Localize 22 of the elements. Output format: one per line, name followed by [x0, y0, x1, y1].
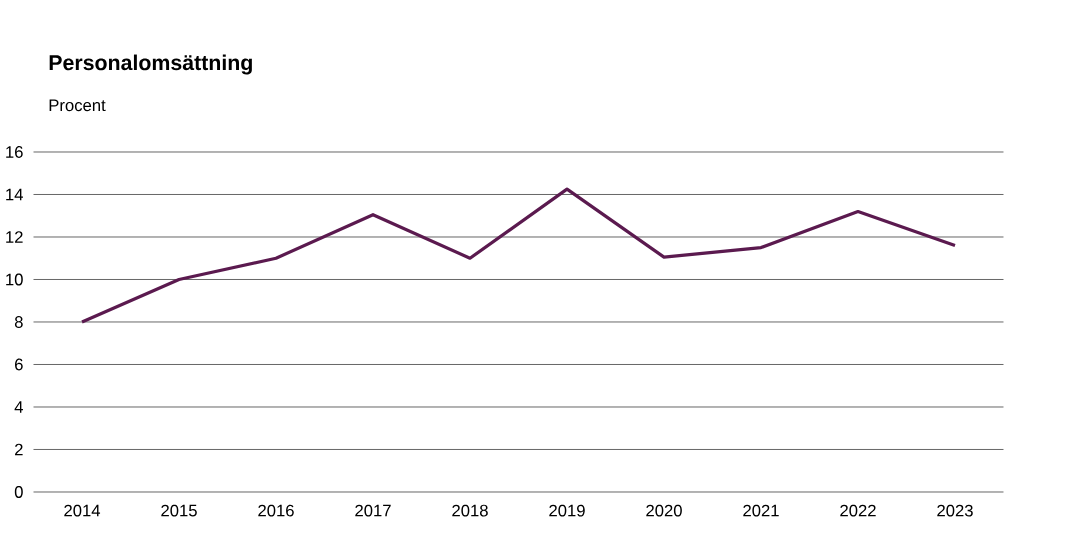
- x-tick-label: 2022: [840, 504, 876, 517]
- x-tick-label: 2015: [161, 504, 197, 517]
- y-tick-label: 8: [14, 316, 23, 328]
- x-tick-label: 2018: [452, 504, 488, 517]
- x-tick-label: 2023: [937, 504, 973, 517]
- x-tick-label: 2016: [258, 504, 294, 517]
- x-tick-label: 2017: [355, 504, 391, 517]
- x-tick-label: 2019: [549, 504, 585, 517]
- x-tick-label: 2014: [64, 504, 101, 517]
- y-axis-title: Procent: [49, 99, 106, 112]
- y-tick-label: 12: [6, 231, 23, 243]
- y-tick-label: 14: [6, 188, 23, 201]
- x-tick-label: 2021: [743, 504, 779, 517]
- chart-title: Personalomsättning: [49, 54, 252, 75]
- y-tick-label: 2: [15, 443, 23, 456]
- y-tick-label: 10: [6, 273, 23, 286]
- y-tick-label: 4: [14, 401, 23, 413]
- y-tick-label: 6: [15, 358, 23, 371]
- x-tick-label: 2020: [646, 504, 682, 517]
- y-tick-label: 16: [6, 146, 23, 158]
- y-tick-label: 0: [14, 486, 23, 498]
- line-series: [80, 187, 957, 324]
